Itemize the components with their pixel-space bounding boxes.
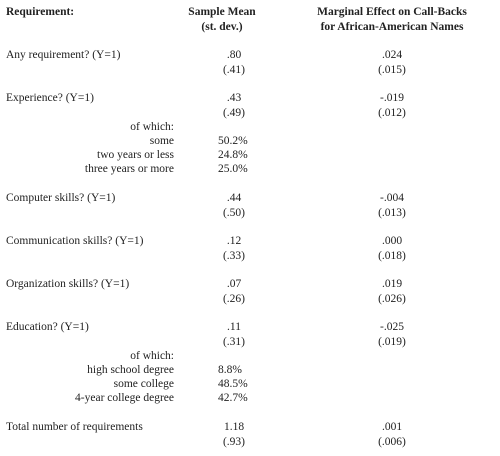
header-effect: Marginal Effect on Call-Backs [317, 6, 467, 18]
effect-se: (.015) [378, 64, 406, 76]
sub-label: some [149, 135, 174, 147]
header-requirement: Requirement: [6, 6, 75, 18]
subgroup-label: of which: [130, 350, 174, 362]
row-label: Communication skills? (Y=1) [6, 235, 144, 247]
row-label: Education? (Y=1) [6, 321, 89, 333]
effect-se: (.012) [378, 107, 406, 119]
effect-se: (.018) [378, 250, 406, 262]
header-sd: (st. dev.) [201, 21, 243, 33]
share: 42.7% [218, 392, 248, 404]
mean: .44 [226, 192, 242, 204]
mean: .07 [226, 278, 242, 290]
mean: .80 [226, 49, 242, 61]
sub-label: two years or less [97, 149, 174, 161]
row-label: Computer skills? (Y=1) [6, 192, 116, 204]
effect: .000 [381, 235, 403, 247]
sd: (.26) [222, 293, 246, 305]
sd: (.93) [222, 436, 246, 448]
row-label: Total number of requirements [6, 421, 143, 433]
effect: -.004 [380, 192, 404, 204]
effect: .019 [381, 278, 403, 290]
share: 25.0% [218, 163, 248, 175]
share: 48.5% [218, 378, 248, 390]
sd: (.31) [222, 336, 246, 348]
sub-label: three years or more [84, 163, 174, 175]
effect: .001 [381, 421, 403, 433]
row-label: Experience? (Y=1) [6, 92, 94, 104]
effect-se: (.006) [378, 436, 406, 448]
share: 24.8% [218, 149, 248, 161]
share: 8.8% [218, 364, 242, 376]
share: 50.2% [218, 135, 248, 147]
sd: (.49) [222, 107, 246, 119]
subgroup-label: of which: [130, 121, 174, 133]
row-label: Organization skills? (Y=1) [6, 278, 130, 290]
sd: (.41) [222, 64, 246, 76]
effect-se: (.013) [378, 207, 406, 219]
mean: .43 [226, 92, 242, 104]
effect: .024 [381, 49, 403, 61]
sd: (.50) [222, 207, 246, 219]
effect: -.019 [380, 92, 404, 104]
sub-label: 4-year college degree [75, 392, 174, 404]
sub-label: some college [113, 378, 174, 390]
effect: -.025 [380, 321, 404, 333]
row-label: Any requirement? (Y=1) [6, 49, 121, 61]
effect-se: (.019) [378, 336, 406, 348]
mean: .11 [227, 321, 241, 333]
sub-label: high school degree [87, 364, 174, 376]
header-mean: Sample Mean [188, 6, 256, 18]
sd: (.33) [222, 250, 246, 262]
header-effect: for African-American Names [320, 21, 464, 33]
effect-se: (.026) [378, 293, 406, 305]
mean: .12 [226, 235, 242, 247]
mean: 1.18 [223, 421, 245, 433]
